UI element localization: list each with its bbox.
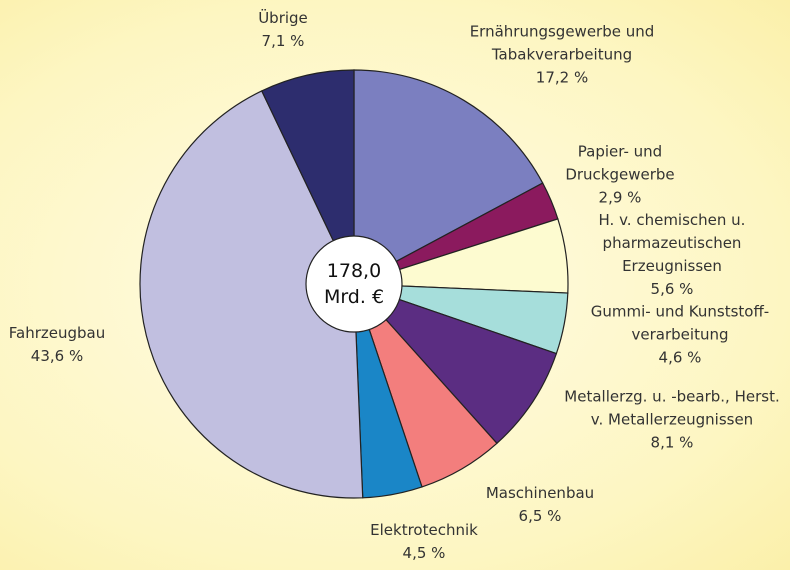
category-label: Gummi- und Kunststoff- verarbeitung (590, 302, 770, 344)
value-label: 4,6 % (658, 348, 702, 367)
category-label: Papier- und Druckgewerbe (565, 142, 675, 184)
pie-slice (352, 282, 558, 445)
slice-label: Elektrotechnik 4,5 % (294, 519, 554, 565)
value-label: 4,5 % (402, 544, 446, 562)
value-label: 6,5 % (518, 507, 562, 525)
value-label: 5,6 % (650, 280, 694, 298)
category-label: H. v. chemischen u. pharmazeutischen Erz… (598, 211, 746, 275)
pie-slice (139, 90, 364, 499)
category-label: Fahrzeugbau (8, 324, 106, 342)
category-label: Ernährungsgewerbe und Tabakverarbeitung (469, 22, 655, 64)
slice-label: Übrige 7,1 % (153, 7, 413, 53)
value-label: 43,6 % (30, 347, 84, 365)
slice-label: Maschinenbau 6,5 % (410, 482, 670, 528)
category-label: Übrige (258, 9, 308, 27)
category-label: Maschinenbau (485, 484, 595, 502)
slice-label: Gummi- und Kunststoff- verarbeitung 4,6 % (550, 301, 790, 370)
slice-label: Ernährungsgewerbe und Tabakverarbeitung 1… (432, 21, 692, 90)
category-label: Elektrotechnik (370, 521, 478, 539)
slice-label: Metallerzg. u. -bearb., Herst. v. Metall… (542, 386, 790, 455)
value-label: 17,2 % (535, 68, 589, 87)
value-label: 2,9 % (598, 188, 642, 207)
value-label: 7,1 % (261, 32, 305, 50)
pie-slice (260, 69, 355, 285)
center-circle (305, 235, 403, 333)
center-label: 178,0 Mrd. € (323, 260, 385, 308)
pie-slice (353, 69, 544, 286)
category-label: Metallerzg. u. -bearb., Herst. v. Metall… (564, 387, 780, 429)
value-label: 8,1 % (650, 433, 694, 452)
slice-label: Papier- und Druckgewerbe 2,9 % (490, 141, 750, 210)
slice-label: Fahrzeugbau 43,6 % (0, 322, 187, 368)
slice-label: H. v. chemischen u. pharmazeutischen Erz… (542, 209, 790, 301)
